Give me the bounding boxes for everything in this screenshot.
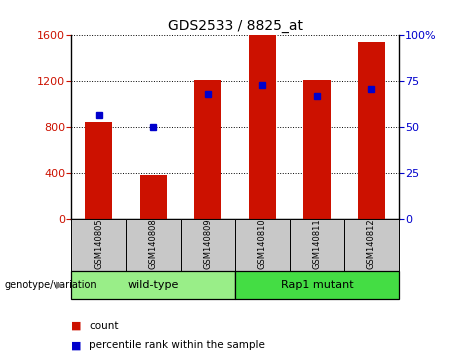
- Text: percentile rank within the sample: percentile rank within the sample: [89, 340, 265, 350]
- Text: ■: ■: [71, 321, 82, 331]
- Bar: [85, 122, 112, 219]
- Text: GSM140808: GSM140808: [149, 219, 158, 269]
- Bar: [140, 175, 167, 219]
- Bar: [71, 271, 235, 299]
- Title: GDS2533 / 8825_at: GDS2533 / 8825_at: [168, 19, 302, 33]
- Text: genotype/variation: genotype/variation: [5, 280, 97, 290]
- Bar: [358, 42, 385, 219]
- Text: ▶: ▶: [56, 280, 64, 290]
- Bar: [235, 219, 290, 271]
- Bar: [181, 219, 235, 271]
- Text: count: count: [89, 321, 118, 331]
- Text: GSM140805: GSM140805: [94, 219, 103, 269]
- Text: wild-type: wild-type: [128, 280, 179, 290]
- Text: GSM140811: GSM140811: [313, 219, 321, 269]
- Text: GSM140809: GSM140809: [203, 219, 213, 269]
- Bar: [235, 271, 399, 299]
- Bar: [126, 219, 181, 271]
- Text: GSM140810: GSM140810: [258, 219, 267, 269]
- Bar: [290, 219, 344, 271]
- Bar: [194, 80, 221, 219]
- Text: GSM140812: GSM140812: [367, 219, 376, 269]
- Bar: [344, 219, 399, 271]
- Text: ■: ■: [71, 340, 82, 350]
- Text: Rap1 mutant: Rap1 mutant: [281, 280, 353, 290]
- Bar: [249, 35, 276, 219]
- Bar: [303, 80, 331, 219]
- Bar: [71, 219, 126, 271]
